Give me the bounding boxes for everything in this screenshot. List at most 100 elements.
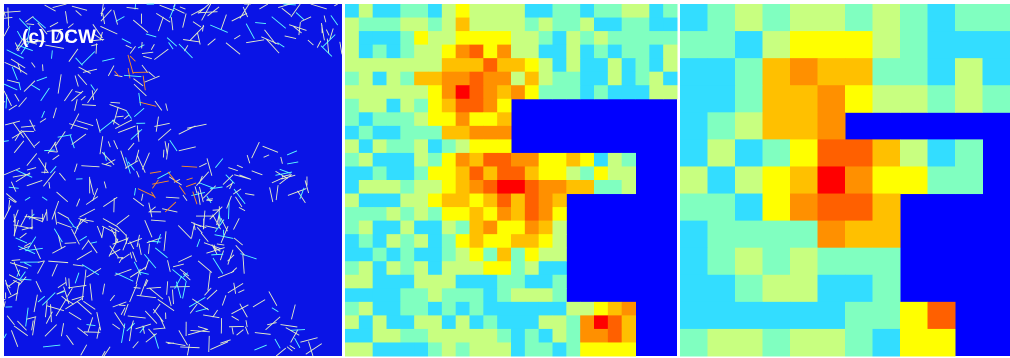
grid-cell: [580, 342, 594, 356]
grid-cell: [497, 207, 511, 221]
grid-cell: [483, 166, 497, 180]
grid-cell: [539, 302, 553, 316]
grid-cell: [483, 85, 497, 99]
grid-cell: [442, 315, 456, 329]
grid-cell: [428, 58, 442, 72]
grid-cell: [387, 153, 401, 167]
road: [4, 299, 5, 300]
grid-cell: [735, 112, 763, 140]
grid-cell: [442, 207, 456, 221]
grid-cell: [708, 31, 736, 59]
grid-cell: [735, 329, 763, 357]
grid-cell: [442, 85, 456, 99]
grid-cell: [580, 315, 594, 329]
grid-cell: [680, 31, 708, 59]
grid-cell: [539, 31, 553, 45]
grid-cell: [359, 302, 373, 316]
grid-cell: [553, 153, 567, 167]
grid-cell: [983, 85, 1010, 113]
grid-cell: [414, 288, 428, 302]
grid-cell: [470, 194, 484, 208]
fine-grid: [345, 4, 678, 357]
grid-cell: [622, 72, 636, 86]
grid-cell: [553, 315, 567, 329]
grid-cell: [497, 18, 511, 32]
grid-cell: [456, 342, 470, 356]
grid-cell: [373, 85, 387, 99]
grid-cell: [470, 99, 484, 113]
grid-cell: [539, 329, 553, 343]
grid-cell: [511, 275, 525, 289]
grid-cell: [400, 221, 414, 235]
grid-cell: [845, 166, 873, 194]
grid-cell: [525, 221, 539, 235]
grid-cell: [845, 329, 873, 357]
grid-cell: [428, 85, 442, 99]
grid-cell: [470, 207, 484, 221]
grid-cell: [580, 45, 594, 59]
grid-cell: [511, 234, 525, 248]
grid-cell: [442, 18, 456, 32]
grid-cell: [539, 342, 553, 356]
grid-cell: [539, 248, 553, 262]
grid-cell: [553, 58, 567, 72]
grid-cell: [497, 261, 511, 275]
grid-cell: [373, 4, 387, 18]
grid-cell: [708, 329, 736, 357]
grid-cell: [373, 315, 387, 329]
grid-cell: [735, 166, 763, 194]
grid-cell: [359, 221, 373, 235]
grid-cell: [497, 72, 511, 86]
grid-cell: [497, 45, 511, 59]
grid-cell: [470, 234, 484, 248]
grid-cell: [345, 275, 359, 289]
grid-cell: [400, 248, 414, 262]
grid-cell: [539, 153, 553, 167]
grid-cell: [818, 85, 846, 113]
grid-cell: [790, 275, 818, 303]
grid-cell: [456, 207, 470, 221]
grid-cell: [497, 153, 511, 167]
grid-cell: [511, 18, 525, 32]
grid-cell: [470, 126, 484, 140]
grid-cell: [414, 180, 428, 194]
grid-cell: [790, 166, 818, 194]
page: (c) DCW (() => { const data = JSON.parse…: [0, 0, 1010, 358]
grid-cell: [735, 221, 763, 249]
grid-cell: [818, 194, 846, 222]
grid-cell: [608, 85, 622, 99]
grid-cell: [497, 288, 511, 302]
grid-cell: [428, 112, 442, 126]
grid-cell: [345, 58, 359, 72]
grid-cell: [470, 58, 484, 72]
grid-cell: [414, 342, 428, 356]
grid-cell: [636, 4, 650, 18]
grid-cell: [497, 139, 511, 153]
grid-cell: [497, 58, 511, 72]
grid-cell: [636, 18, 650, 32]
grid-cell: [428, 139, 442, 153]
grid-cell: [483, 31, 497, 45]
grid-cell: [763, 85, 791, 113]
grid-cell: [955, 166, 983, 194]
grid-cell: [414, 261, 428, 275]
grid-cell: [470, 85, 484, 99]
grid-cell: [845, 31, 873, 59]
grid-cell: [928, 329, 956, 357]
grid-cell: [818, 4, 846, 32]
grid-cell: [428, 99, 442, 113]
grid-cell: [345, 139, 359, 153]
grid-cell: [428, 180, 442, 194]
grid-cell: [525, 342, 539, 356]
grid-cell: [373, 58, 387, 72]
grid-cell: [649, 18, 663, 32]
grid-cell: [525, 248, 539, 262]
grid-cell: [483, 153, 497, 167]
grid-cell: [400, 261, 414, 275]
grid-cell: [553, 166, 567, 180]
grid-cell: [594, 31, 608, 45]
grid-cell: [594, 166, 608, 180]
grid-cell: [442, 31, 456, 45]
grid-cell: [873, 85, 901, 113]
grid-cell: [456, 58, 470, 72]
